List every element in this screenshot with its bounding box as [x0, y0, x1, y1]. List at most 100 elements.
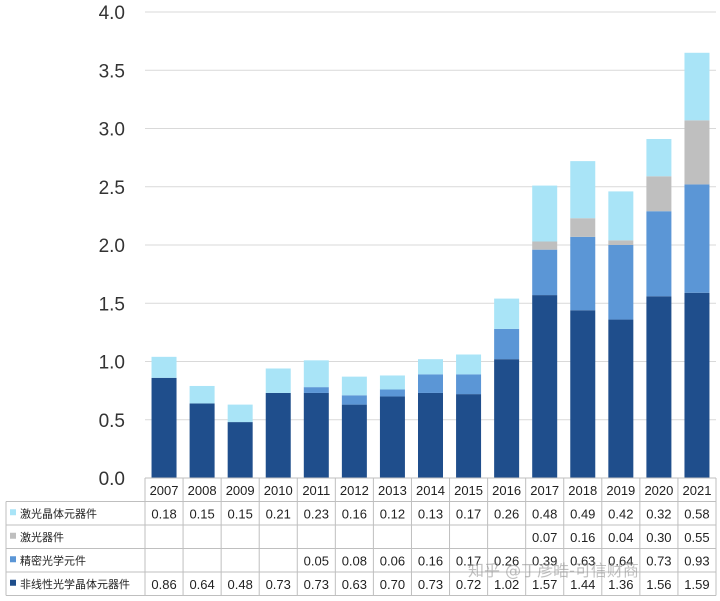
bar-segment [532, 241, 558, 250]
bar-segment [494, 359, 520, 478]
x-tick-label: 2007 [150, 483, 179, 498]
data-label: 0.63 [342, 577, 367, 592]
data-label: 0.70 [380, 577, 405, 592]
bar-segment [532, 295, 558, 478]
bar-segment [227, 422, 253, 478]
x-tick-label: 2010 [264, 483, 293, 498]
y-tick-label: 1.0 [99, 353, 125, 374]
bar-segment [570, 310, 596, 478]
bar-segment [532, 249, 558, 296]
y-tick-label: 0.5 [99, 411, 125, 432]
data-label: 1.59 [684, 577, 709, 592]
x-tick-label: 2021 [683, 483, 712, 498]
legend-swatch [10, 556, 16, 563]
x-tick-label: 2015 [454, 483, 483, 498]
bar-segment [532, 185, 558, 242]
data-label: 0.16 [342, 506, 367, 521]
data-label: 0.64 [189, 577, 214, 592]
y-tick-label: 3.5 [99, 61, 125, 82]
data-label: 0.73 [646, 553, 671, 568]
data-label: 0.06 [380, 553, 405, 568]
data-label: 0.49 [570, 506, 595, 521]
y-tick-label: 1.5 [99, 294, 125, 315]
bar-segment [646, 296, 672, 478]
bar-segment [608, 240, 634, 245]
data-label: 1.02 [494, 577, 519, 592]
data-label: 0.58 [684, 506, 709, 521]
bar-segment [456, 374, 482, 395]
legend-label: 激光器件 [20, 530, 64, 544]
data-label: 0.21 [266, 506, 291, 521]
y-tick-label: 3.0 [99, 120, 125, 141]
bar-segment [265, 368, 291, 393]
bar-segment [151, 356, 177, 378]
data-label: 1.36 [608, 577, 633, 592]
data-label: 0.86 [151, 577, 176, 592]
data-label: 0.64 [608, 553, 633, 568]
bar-segment [303, 387, 329, 393]
data-label: 0.55 [684, 530, 709, 545]
bar-segment [608, 319, 634, 478]
bar-segment [379, 375, 405, 390]
bar-segment [608, 245, 634, 320]
data-label: 0.12 [380, 506, 405, 521]
x-tick-label: 2018 [568, 483, 597, 498]
data-label: 0.16 [570, 530, 595, 545]
bar-segment [646, 176, 672, 212]
bar-segment [189, 403, 215, 478]
bar-segment [341, 395, 367, 405]
bar-segment [570, 218, 596, 237]
bar-segment [379, 389, 405, 397]
legend-swatch [10, 532, 16, 539]
data-label: 0.73 [304, 577, 329, 592]
bar-segment [456, 394, 482, 478]
bar-segment [418, 374, 443, 393]
bar-segment [227, 404, 253, 423]
data-label: 0.48 [228, 577, 253, 592]
y-tick-label: 4.0 [99, 3, 125, 24]
data-label: 1.44 [570, 577, 595, 592]
bar-segment [684, 292, 710, 478]
bar-segment [494, 328, 520, 360]
x-tick-label: 2011 [302, 483, 330, 498]
data-label: 0.73 [266, 577, 291, 592]
data-label: 0.30 [646, 530, 671, 545]
bar-segment [303, 392, 329, 478]
data-label: 0.17 [456, 506, 481, 521]
y-tick-label: 0.0 [99, 469, 125, 490]
x-tick-label: 2012 [340, 483, 369, 498]
data-label: 0.18 [151, 506, 176, 521]
bar-segment [684, 120, 710, 185]
bar-segment [456, 354, 482, 375]
data-label: 0.23 [304, 506, 329, 521]
x-tick-label: 2016 [492, 483, 521, 498]
x-tick-label: 2014 [416, 483, 445, 498]
data-label: 1.57 [532, 577, 557, 592]
bar-segment [570, 161, 596, 219]
data-label: 0.15 [189, 506, 214, 521]
data-label: 0.05 [304, 553, 329, 568]
legend-label: 非线性光学晶体元器件 [20, 577, 130, 591]
bar-segment [189, 385, 215, 404]
data-label: 0.15 [228, 506, 253, 521]
bar-segment [151, 377, 177, 478]
legend-swatch [10, 579, 16, 586]
bar-segment [303, 360, 329, 388]
data-label: 1.56 [646, 577, 671, 592]
y-tick-label: 2.5 [99, 178, 125, 199]
legend-label: 激光晶体元器件 [20, 506, 97, 520]
x-tick-label: 2013 [378, 483, 407, 498]
bar-segment [379, 396, 405, 478]
bar-segment [418, 359, 443, 375]
bar-segment [341, 376, 367, 396]
data-label: 0.17 [456, 553, 481, 568]
data-label: 0.72 [456, 577, 481, 592]
bar-segment [684, 184, 710, 293]
data-label: 0.08 [342, 553, 367, 568]
data-label: 0.26 [494, 553, 519, 568]
data-label: 0.73 [418, 577, 443, 592]
data-label: 0.42 [608, 506, 633, 521]
x-tick-label: 2009 [226, 483, 255, 498]
bar-segment [418, 392, 443, 478]
